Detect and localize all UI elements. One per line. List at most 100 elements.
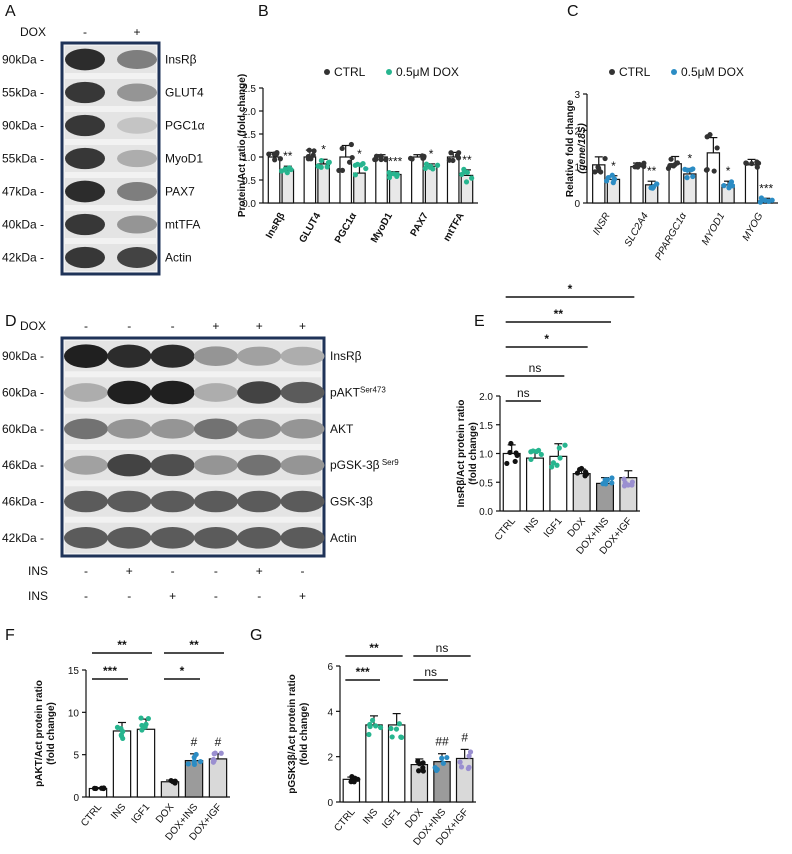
data-point <box>101 785 107 791</box>
blot-band <box>117 50 157 69</box>
data-point <box>378 153 384 159</box>
data-point <box>582 469 589 475</box>
blot-band <box>193 490 238 513</box>
data-point <box>419 153 425 159</box>
data-point <box>466 753 472 759</box>
y-tick-label: 0 <box>574 199 580 210</box>
x-tick-label: MYOG <box>741 211 766 243</box>
x-tick-label: InsRβ <box>264 211 287 241</box>
data-point <box>339 145 345 152</box>
legend-label: 0.5μM DOX <box>681 65 744 79</box>
x-tick-label: PGC1α <box>333 210 360 245</box>
data-point <box>93 785 99 792</box>
data-point <box>423 161 430 167</box>
bar-dox <box>317 163 330 204</box>
data-point <box>416 768 422 774</box>
data-point <box>211 758 217 764</box>
bar-ctrl <box>630 166 644 204</box>
legend-marker <box>671 69 677 75</box>
hash-mark: # <box>191 735 198 749</box>
data-point <box>635 164 641 170</box>
dox-sign: - <box>171 319 175 333</box>
ins-sign: - <box>171 564 175 578</box>
data-point <box>354 161 361 167</box>
data-point <box>622 480 628 486</box>
data-point <box>550 460 557 466</box>
data-point <box>118 732 124 738</box>
igf-label: INS <box>28 589 48 603</box>
data-point <box>463 179 470 185</box>
blot-band <box>193 418 238 440</box>
y-tick-label: 2 <box>574 126 580 137</box>
blot-band <box>65 114 105 137</box>
blot-band <box>65 246 105 269</box>
significance-mark: * <box>357 147 362 161</box>
data-point <box>504 460 510 467</box>
y-tick-label: 2 <box>327 753 333 764</box>
protein-label: pGSK-3β Ser9 <box>330 458 399 473</box>
ladder-label: 90kDa - <box>2 119 44 133</box>
data-point <box>507 449 513 456</box>
y-axis-label-2: (fold change) <box>299 703 310 766</box>
data-point <box>508 440 514 447</box>
data-point <box>754 159 760 165</box>
igf-sign: - <box>127 589 131 603</box>
blot-band <box>107 453 152 477</box>
ins-label: INS <box>28 564 48 578</box>
ladder-label: 42kDa - <box>2 251 44 265</box>
blot-band <box>117 247 157 268</box>
data-point <box>464 169 471 176</box>
blot-band <box>150 380 195 405</box>
y-axis-label-2: (fold change) <box>468 422 479 485</box>
protein-label: mtTFA <box>165 218 200 232</box>
ladder-label: 42kDa - <box>2 531 44 545</box>
data-point <box>650 184 656 190</box>
data-point <box>456 150 462 156</box>
blot-band <box>65 81 105 104</box>
bar <box>208 758 228 798</box>
protein-label: PAX7 <box>165 185 195 199</box>
data-point <box>530 448 536 454</box>
data-point <box>439 755 445 761</box>
y-axis-label: pGSK3β/Act protein ratio <box>287 674 298 793</box>
x-tick-label: MyoD1 <box>369 211 395 245</box>
y-tick-label: 3 <box>574 90 580 101</box>
dox-label: DOX <box>20 319 46 333</box>
data-point <box>389 734 395 740</box>
data-point <box>420 765 426 771</box>
y-tick-label: 1.5 <box>479 421 493 432</box>
y-axis-label-2: (gene/18S) <box>577 123 588 174</box>
dox-sign: - <box>84 319 88 333</box>
blot-band <box>117 149 157 168</box>
bar-ctrl <box>668 163 682 204</box>
y-tick-label: 2.5 <box>242 84 256 95</box>
significance-mark: ** <box>283 149 293 163</box>
data-point <box>465 765 471 772</box>
data-point <box>346 159 353 165</box>
data-point <box>721 183 727 189</box>
data-point <box>582 473 588 479</box>
data-point <box>602 477 608 483</box>
data-point <box>629 482 635 488</box>
significance-mark: * <box>429 147 434 161</box>
data-point <box>409 156 415 162</box>
ladder-label: 47kDa - <box>2 185 44 199</box>
blot-band <box>65 213 105 236</box>
significance-label: *** <box>103 664 117 678</box>
blot-band <box>65 147 105 170</box>
blot-band <box>117 182 157 201</box>
blot-band <box>237 418 282 439</box>
data-point <box>595 164 601 170</box>
ins-sign: + <box>256 564 263 578</box>
data-point <box>277 156 283 162</box>
x-tick-label: CTRL <box>79 802 104 829</box>
blot-band <box>237 527 282 549</box>
data-point <box>603 481 609 487</box>
bar-ctrl <box>446 156 460 204</box>
x-tick-label: INS <box>109 802 128 822</box>
bar-ctrl <box>706 152 721 204</box>
panel-letter: D <box>5 313 17 330</box>
data-point <box>432 764 438 771</box>
data-point <box>373 723 379 729</box>
data-point <box>711 168 717 174</box>
